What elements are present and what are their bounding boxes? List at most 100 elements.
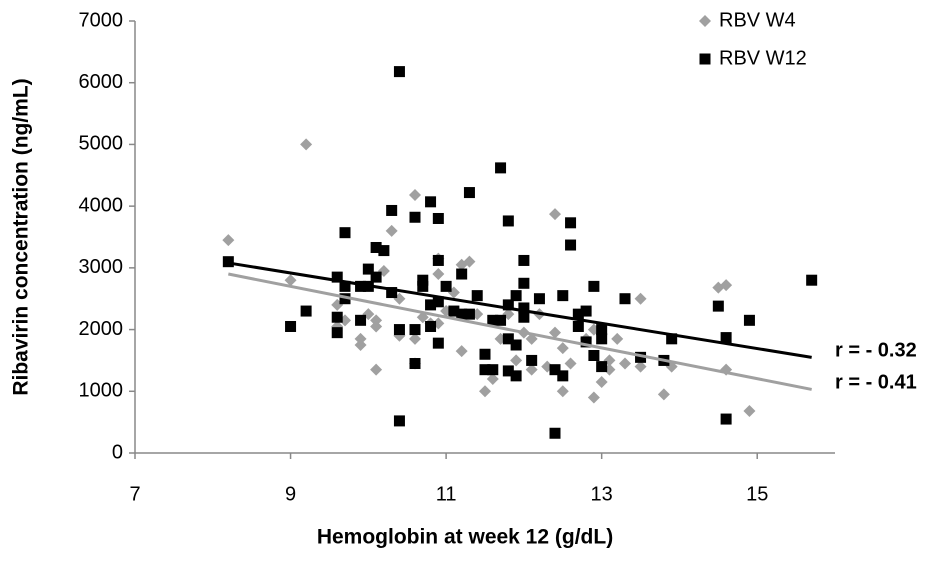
point — [284, 274, 297, 287]
y-tick-label: 2000 — [79, 318, 124, 340]
point — [556, 342, 569, 355]
point — [385, 224, 398, 237]
point — [409, 358, 421, 370]
point — [471, 290, 483, 302]
point — [518, 311, 530, 323]
point — [510, 290, 522, 302]
point — [549, 326, 561, 339]
point — [370, 363, 383, 376]
x-tick-label: 13 — [591, 483, 613, 505]
point — [417, 274, 429, 286]
point — [440, 280, 452, 292]
point — [425, 320, 437, 332]
x-tick-label: 9 — [285, 483, 296, 505]
point — [339, 280, 351, 292]
point — [487, 364, 499, 376]
point — [409, 324, 421, 336]
point — [393, 324, 405, 336]
point — [300, 305, 312, 317]
point — [222, 234, 235, 247]
annotation: r = - 0.41 — [835, 372, 917, 394]
point — [502, 333, 514, 345]
point — [300, 138, 313, 151]
point — [463, 255, 476, 268]
point — [549, 427, 561, 439]
point — [432, 212, 444, 224]
point — [564, 357, 577, 370]
point — [743, 314, 755, 326]
point — [743, 405, 756, 418]
point — [370, 320, 383, 333]
point — [657, 388, 670, 401]
point — [331, 311, 343, 323]
point — [456, 268, 468, 280]
point — [557, 370, 569, 382]
point — [456, 308, 468, 320]
point — [806, 274, 818, 286]
point — [634, 292, 647, 305]
point — [486, 372, 499, 385]
y-tick-label: 0 — [112, 441, 123, 463]
x-tick-label: 11 — [436, 483, 457, 505]
point — [526, 354, 538, 366]
point — [354, 332, 367, 345]
point — [463, 308, 475, 320]
trendline — [228, 272, 812, 391]
point — [409, 211, 421, 223]
point — [393, 66, 405, 78]
point — [425, 299, 437, 311]
point — [285, 320, 297, 332]
point — [572, 320, 584, 332]
point — [634, 360, 647, 373]
point — [556, 385, 569, 398]
point — [479, 385, 491, 398]
annotation: r = - 0.32 — [835, 340, 917, 362]
trendline — [228, 261, 812, 359]
point — [565, 217, 577, 229]
point — [331, 271, 343, 283]
y-tick-label: 7000 — [79, 9, 124, 31]
y-tick-label: 1000 — [79, 380, 124, 402]
x-tick-label: 7 — [129, 483, 140, 505]
point — [370, 271, 382, 283]
point — [635, 351, 647, 363]
point — [370, 314, 383, 327]
point — [479, 348, 491, 360]
legend-label: RBV W12 — [719, 47, 807, 69]
point — [432, 337, 444, 349]
legend-label: RBV W4 — [719, 9, 796, 31]
legend-marker — [699, 15, 711, 27]
point — [596, 361, 608, 373]
point — [666, 333, 678, 345]
point — [510, 370, 522, 382]
point — [596, 324, 608, 336]
point — [370, 241, 382, 253]
legend-marker — [699, 53, 711, 65]
point — [712, 300, 724, 312]
point — [417, 280, 429, 292]
point — [222, 256, 234, 268]
point — [386, 287, 398, 299]
y-axis-title: Ribavirin concentration (ng/mL) — [10, 78, 33, 395]
point — [549, 208, 561, 221]
point — [409, 332, 421, 345]
point — [587, 391, 600, 404]
point — [595, 376, 608, 389]
point — [487, 314, 499, 326]
point — [479, 364, 491, 376]
point — [510, 354, 523, 367]
point — [720, 413, 732, 425]
point — [565, 239, 577, 251]
point — [355, 314, 367, 326]
point — [432, 268, 445, 281]
point — [518, 254, 530, 266]
point — [393, 415, 405, 427]
point — [386, 204, 398, 216]
point — [580, 305, 592, 317]
y-tick-label: 6000 — [79, 71, 124, 93]
point — [525, 363, 538, 376]
point — [463, 187, 475, 199]
point — [720, 279, 733, 292]
point — [588, 280, 600, 292]
